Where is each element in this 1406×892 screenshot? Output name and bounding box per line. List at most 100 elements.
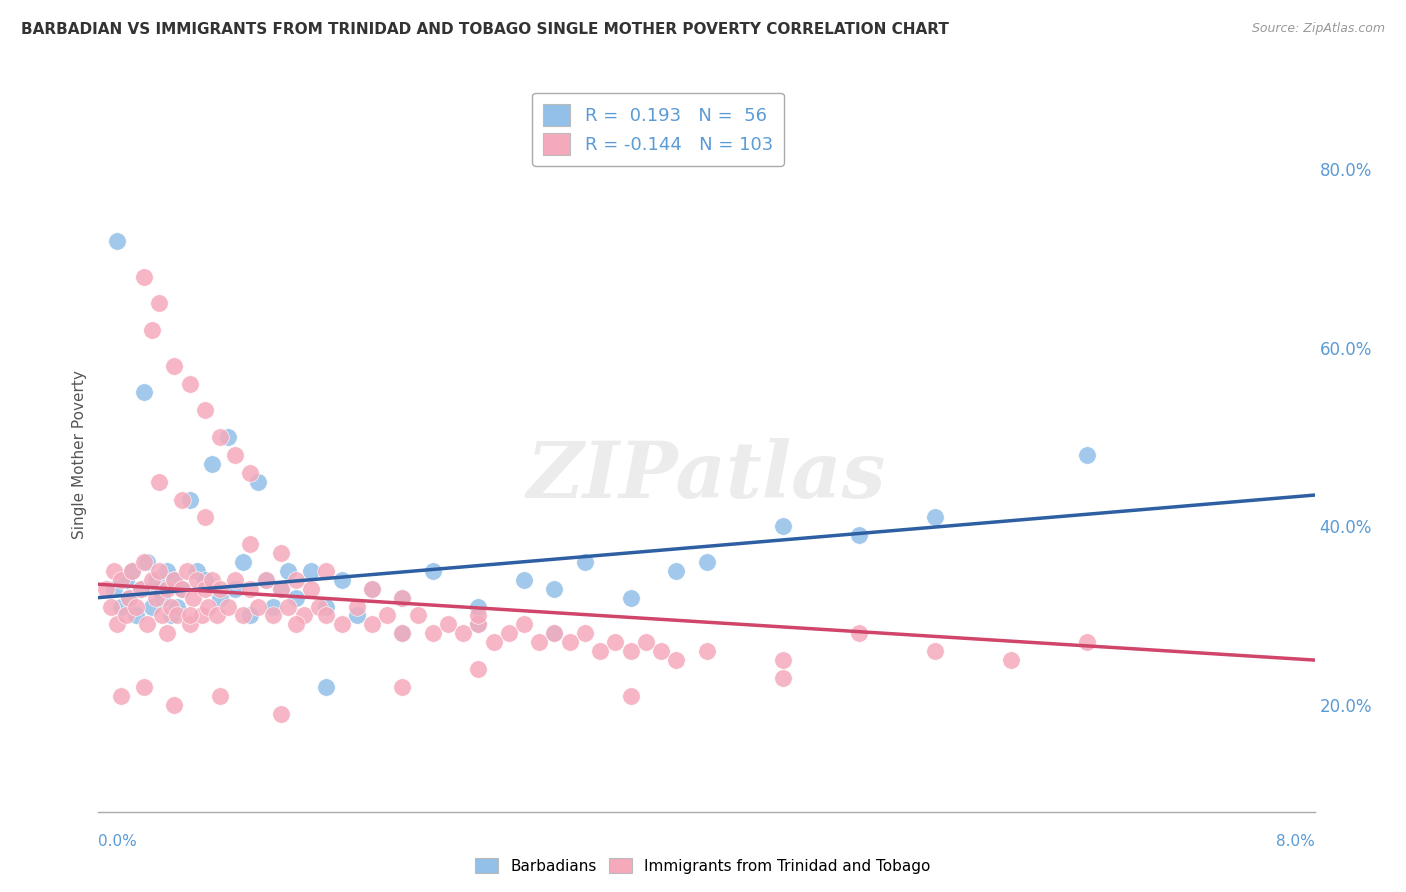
Point [605,635,627,649]
Point [247,599,270,614]
Point [239,466,262,480]
Point [129,582,152,596]
Point [330,573,353,587]
Point [315,608,337,623]
Point [270,582,292,596]
Point [132,385,155,400]
Point [467,617,489,632]
Point [201,573,224,587]
Point [422,626,444,640]
Point [94,582,117,596]
Text: BARBADIAN VS IMMIGRANTS FROM TRINIDAD AND TOBAGO SINGLE MOTHER POVERTY CORRELATI: BARBADIAN VS IMMIGRANTS FROM TRINIDAD AN… [21,22,949,37]
Point [103,564,125,578]
Point [239,608,262,623]
Point [270,582,292,596]
Text: ZIPatlas: ZIPatlas [527,438,886,515]
Point [543,626,565,640]
Point [453,626,475,640]
Point [239,537,262,551]
Point [224,573,246,587]
Point [148,582,170,596]
Point [141,573,163,587]
Point [156,582,179,596]
Point [375,608,398,623]
Point [132,680,155,694]
Point [1076,448,1098,462]
Point [194,573,217,587]
Point [299,582,322,596]
Point [772,671,794,685]
Point [148,564,170,578]
Point [110,573,132,587]
Point [696,555,718,569]
Point [262,608,284,623]
Point [166,608,188,623]
Text: 8.0%: 8.0% [1275,834,1315,848]
Point [346,599,368,614]
Point [232,608,254,623]
Point [121,564,143,578]
Point [277,564,299,578]
Point [772,653,794,667]
Point [209,591,232,605]
Point [346,608,368,623]
Point [1000,653,1022,667]
Point [136,555,159,569]
Point [121,564,143,578]
Point [118,591,141,605]
Point [361,582,384,596]
Point [160,608,183,623]
Point [543,626,565,640]
Point [141,323,163,337]
Point [148,475,170,489]
Point [513,617,536,632]
Y-axis label: Single Mother Poverty: Single Mother Poverty [72,370,87,540]
Point [194,510,217,524]
Point [589,644,612,658]
Point [205,608,228,623]
Point [270,546,292,560]
Point [209,689,232,703]
Point [145,573,167,587]
Point [194,582,217,596]
Point [406,608,429,623]
Point [848,528,870,542]
Point [114,573,136,587]
Point [665,653,688,667]
Point [160,599,183,614]
Point [254,573,277,587]
Point [467,608,489,623]
Point [391,591,413,605]
Point [194,403,217,417]
Point [110,599,132,614]
Point [574,555,596,569]
Point [482,635,505,649]
Point [105,234,128,248]
Point [558,635,581,649]
Point [186,564,208,578]
Text: 0.0%: 0.0% [98,834,138,848]
Legend: R =  0.193   N =  56, R = -0.144   N = 103: R = 0.193 N = 56, R = -0.144 N = 103 [531,93,783,166]
Point [209,582,232,596]
Point [150,591,173,605]
Point [254,573,277,587]
Point [696,644,718,658]
Point [156,626,179,640]
Point [186,573,208,587]
Point [391,591,413,605]
Point [634,635,657,649]
Point [132,555,155,569]
Point [191,608,214,623]
Point [924,510,946,524]
Point [391,680,413,694]
Point [285,591,308,605]
Point [100,599,122,614]
Point [163,698,186,712]
Point [650,644,672,658]
Point [148,296,170,310]
Point [114,608,136,623]
Point [232,555,254,569]
Point [163,573,186,587]
Point [201,457,224,471]
Point [170,582,193,596]
